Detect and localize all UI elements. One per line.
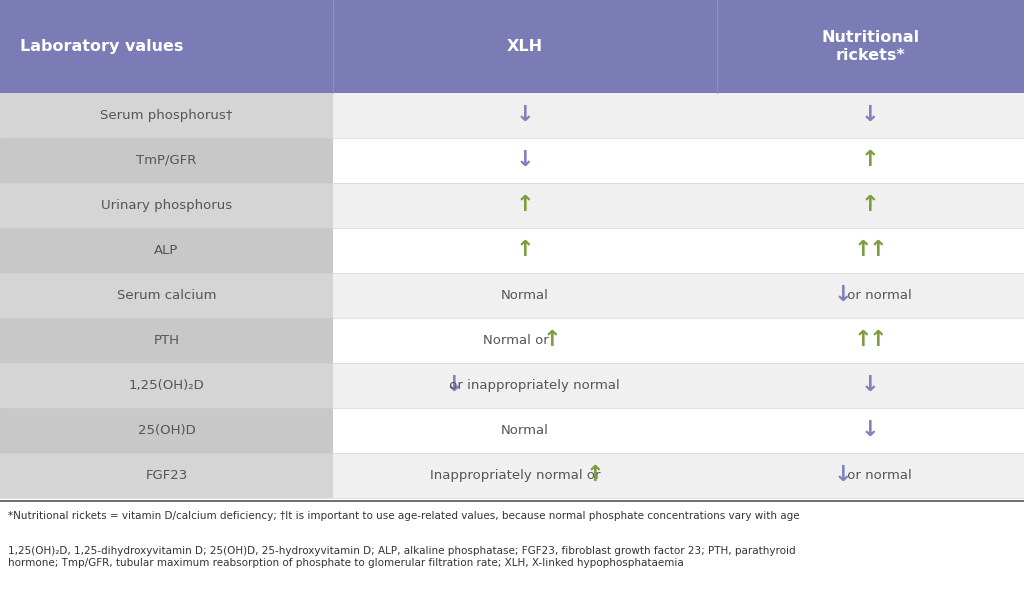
- Text: 1,25(OH)₂D, 1,25-dihydroxyvitamin D; 25(OH)D, 25-hydroxyvitamin D; ALP, alkaline: 1,25(OH)₂D, 1,25-dihydroxyvitamin D; 25(…: [8, 546, 796, 567]
- Text: Normal: Normal: [501, 288, 549, 302]
- Text: or inappropriately normal: or inappropriately normal: [444, 378, 620, 392]
- Text: 1,25(OH)₂D: 1,25(OH)₂D: [129, 378, 204, 392]
- Text: ↑: ↑: [586, 465, 604, 485]
- Text: ↑: ↑: [868, 240, 887, 260]
- Text: Serum calcium: Serum calcium: [117, 288, 216, 302]
- Text: TmP/GFR: TmP/GFR: [136, 154, 197, 167]
- Bar: [0, 1, 1024, 92]
- Bar: [0, 183, 333, 228]
- Bar: [333, 453, 1024, 498]
- Bar: [333, 273, 1024, 318]
- Text: or normal: or normal: [843, 288, 912, 302]
- Bar: [0, 273, 333, 318]
- Text: ↓: ↓: [445, 375, 464, 395]
- Bar: [0, 92, 333, 138]
- Text: ↑: ↑: [868, 330, 887, 350]
- Text: *Nutritional rickets = vitamin D/calcium deficiency; †It is important to use age: *Nutritional rickets = vitamin D/calcium…: [8, 511, 800, 522]
- Text: ↑: ↑: [515, 195, 535, 215]
- Text: ALP: ALP: [155, 244, 178, 257]
- Text: PTH: PTH: [154, 334, 179, 347]
- Bar: [333, 362, 1024, 408]
- Text: Serum phosphorus†: Serum phosphorus†: [100, 108, 232, 122]
- Text: ↓: ↓: [834, 285, 853, 305]
- Text: ↓: ↓: [834, 465, 853, 485]
- Bar: [333, 408, 1024, 453]
- Text: Nutritional
rickets*: Nutritional rickets*: [821, 30, 920, 63]
- Text: ↓: ↓: [861, 375, 880, 395]
- Text: ↑: ↑: [854, 330, 872, 350]
- Text: Urinary phosphorus: Urinary phosphorus: [100, 198, 232, 212]
- Text: ↑: ↑: [861, 195, 880, 215]
- Bar: [333, 228, 1024, 272]
- Bar: [0, 318, 333, 362]
- Text: ↑: ↑: [543, 330, 561, 350]
- Text: XLH: XLH: [507, 39, 543, 54]
- Text: ↑: ↑: [515, 240, 535, 260]
- Bar: [0, 362, 333, 408]
- Bar: [0, 228, 333, 272]
- Text: or normal: or normal: [843, 468, 912, 482]
- Bar: [333, 183, 1024, 228]
- Bar: [0, 453, 333, 498]
- Bar: [333, 92, 1024, 138]
- Bar: [333, 138, 1024, 182]
- Text: Inappropriately normal or: Inappropriately normal or: [430, 468, 605, 482]
- Text: FGF23: FGF23: [145, 468, 187, 482]
- Bar: [333, 318, 1024, 362]
- Text: ↓: ↓: [515, 105, 535, 125]
- Text: Laboratory values: Laboratory values: [20, 39, 184, 54]
- Text: Normal or: Normal or: [482, 334, 553, 347]
- Text: ↑: ↑: [854, 240, 872, 260]
- Text: Normal: Normal: [501, 424, 549, 437]
- Text: ↑: ↑: [861, 150, 880, 170]
- Text: ↓: ↓: [515, 150, 535, 170]
- Bar: [0, 408, 333, 453]
- Text: 25(OH)D: 25(OH)D: [137, 424, 196, 437]
- Bar: [0, 138, 333, 182]
- Text: ↓: ↓: [861, 420, 880, 440]
- Text: ↓: ↓: [861, 105, 880, 125]
